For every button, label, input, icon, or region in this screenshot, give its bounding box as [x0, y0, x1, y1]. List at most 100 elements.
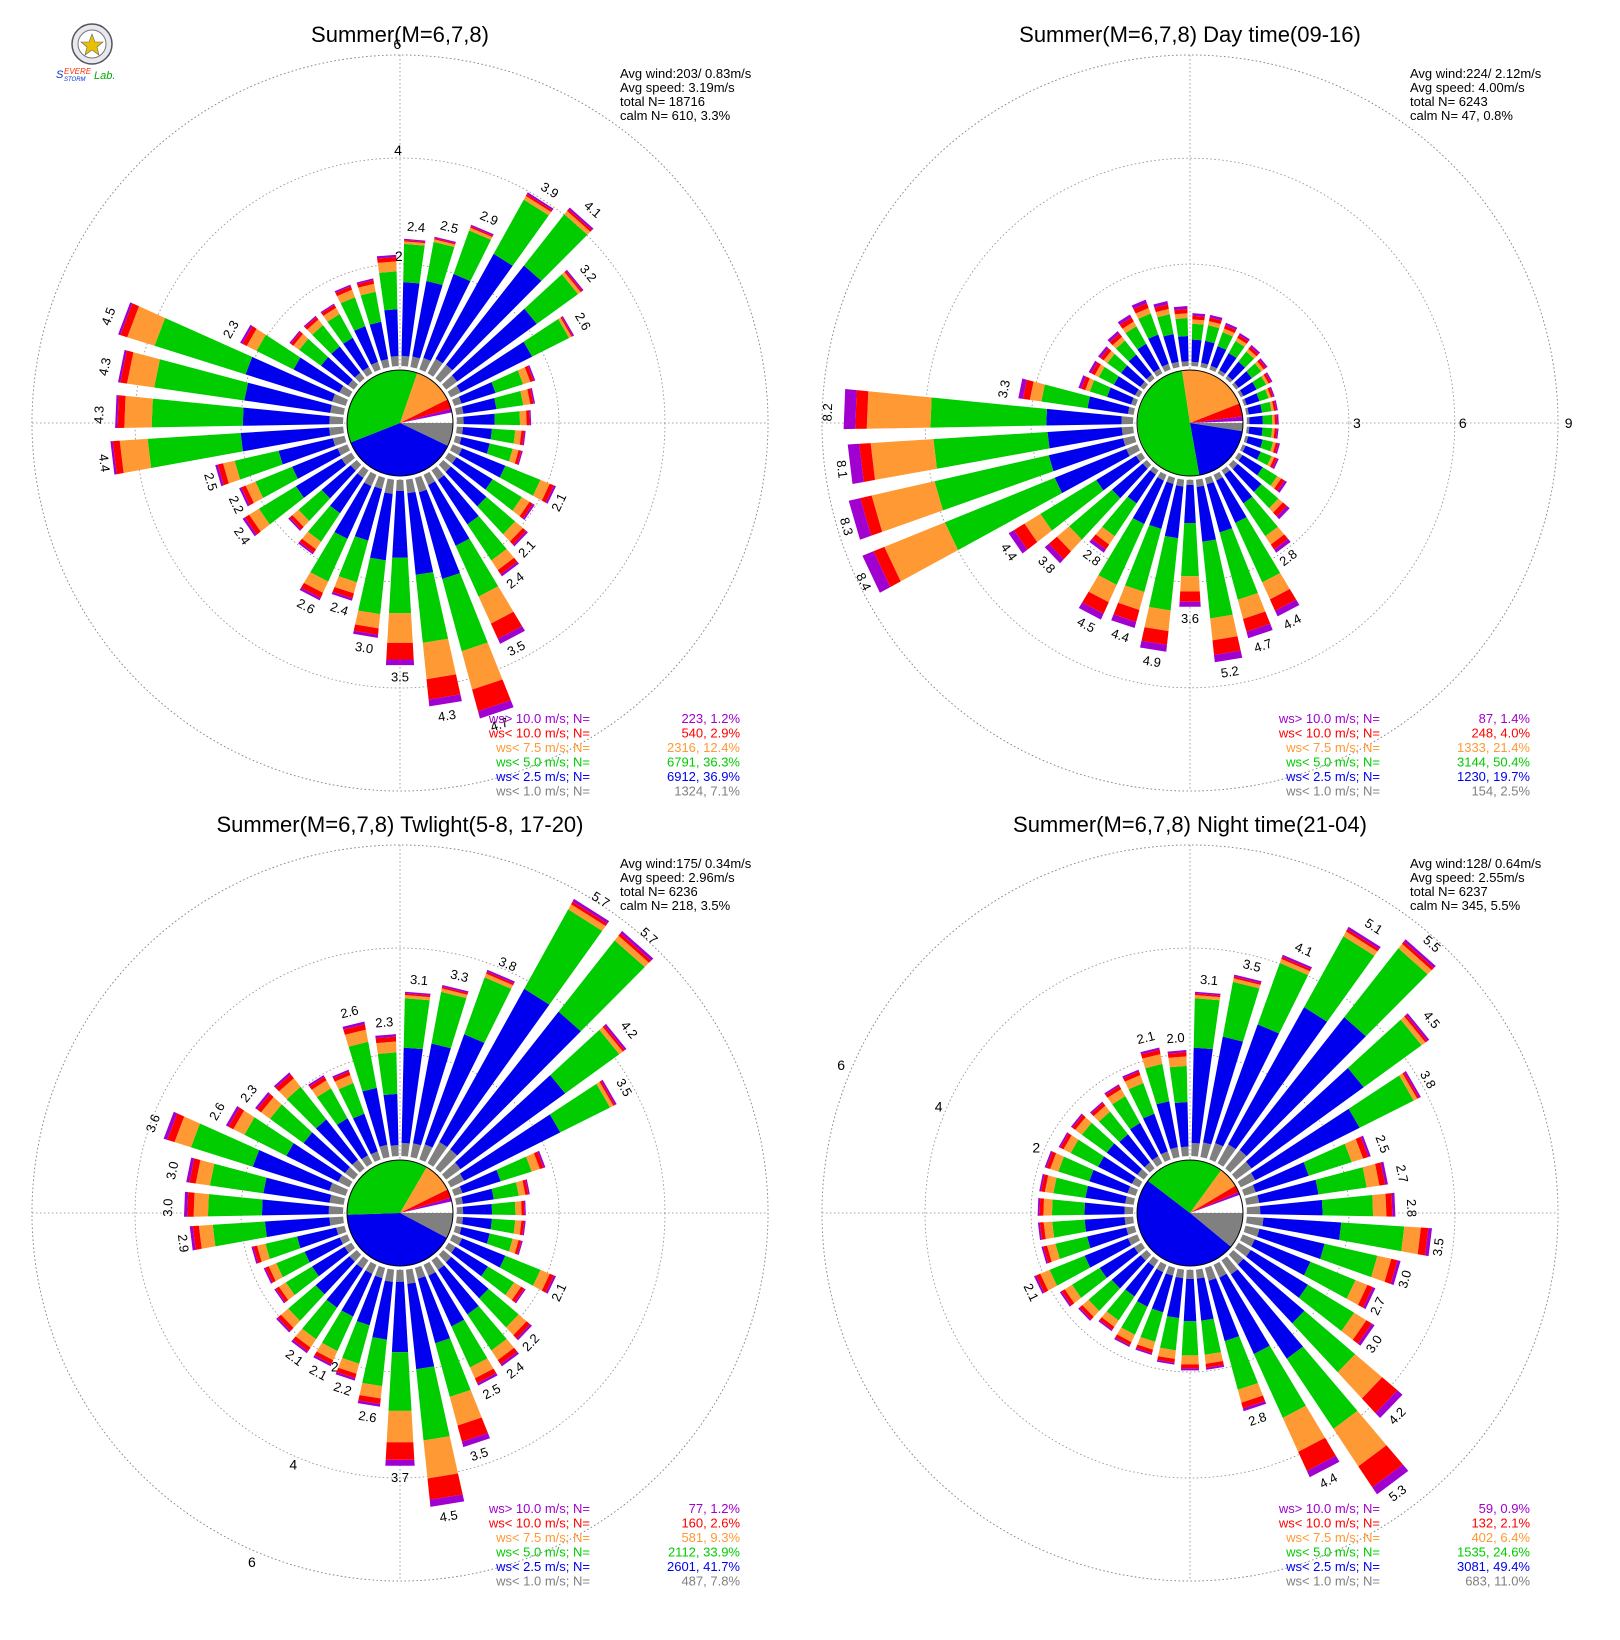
wind-bar-segment: [1260, 1200, 1323, 1216]
wind-bar-segment: [1212, 636, 1241, 655]
wind-bar-segment: [337, 289, 355, 304]
wind-bar-segment: [456, 426, 464, 435]
wind-bar-segment: [1112, 463, 1148, 499]
wind-bar-segment: [496, 1156, 532, 1182]
sector-total-label: 4.5: [98, 305, 118, 327]
wind-bar-segment: [490, 611, 523, 639]
wind-bar-segment: [1148, 334, 1169, 367]
wind-bar-segment: [1055, 1236, 1091, 1259]
wind-bar-segment: [525, 194, 553, 212]
wind-bar-segment: [1107, 331, 1120, 343]
wind-bar-segment: [1210, 346, 1227, 369]
wind-bar-segment: [1146, 374, 1155, 383]
wind-bar-segment: [1390, 1260, 1401, 1285]
wind-bar-segment: [1041, 384, 1090, 409]
wind-bar-segment: [1243, 611, 1271, 632]
wind-bar-segment: [242, 407, 330, 426]
legend-label: ws< 1.0 m/s; N=: [1285, 784, 1380, 799]
wind-bar-23: [1114, 1261, 1167, 1347]
wind-bar-segment: [1128, 354, 1152, 380]
wind-bar-segment: [301, 582, 323, 598]
chart-title: Summer(M=6,7,8): [311, 22, 489, 47]
wind-bar-segment: [1274, 414, 1278, 425]
wind-bar-segment: [401, 1142, 410, 1157]
wind-bar-segment: [265, 1266, 276, 1283]
wind-bar-segment: [1202, 539, 1233, 619]
wind-bar-7: 2.6: [447, 310, 594, 398]
wind-bar-segment: [330, 473, 364, 514]
wind-bar-segment: [212, 1221, 267, 1247]
wind-bar-segment: [1282, 1405, 1326, 1452]
wind-bar-segment: [292, 448, 341, 479]
wind-bar-segment: [1168, 1056, 1187, 1068]
wind-bar-segment: [1200, 1142, 1212, 1159]
wind-bar-24: [298, 466, 369, 555]
wind-bar-segment: [450, 1234, 463, 1246]
wind-bar-segment: [1117, 1327, 1135, 1343]
wind-bar-segment: [404, 995, 431, 1001]
wind-bar-segment: [870, 439, 937, 480]
wind-bar-34: [289, 330, 358, 390]
stats-line: calm N= 218, 3.5%: [620, 898, 731, 913]
wind-bar-segment: [1156, 1101, 1178, 1149]
wind-bar-segment: [1215, 1024, 1280, 1147]
wind-bar-segment: [1275, 443, 1280, 454]
sector-total-label: 2.3: [220, 318, 242, 341]
wind-bar-17: 4.4: [1213, 471, 1304, 632]
wind-bar-segment: [435, 364, 453, 383]
wind-bar-segment: [184, 1191, 189, 1217]
wind-bar-18: 2.8: [1204, 1265, 1268, 1429]
wind-bar-segment: [1195, 991, 1221, 996]
wind-bar-segment: [1022, 379, 1034, 400]
wind-bar-segment: [1121, 416, 1134, 425]
legend-value: 2601, 41.7%: [667, 1559, 740, 1574]
radial-tick-label: 6: [393, 36, 401, 52]
wind-bar-segment: [280, 1308, 300, 1328]
wind-bar-segment: [1298, 1284, 1355, 1332]
sector-total-label: 5.1: [1362, 915, 1385, 937]
wind-bar-segment: [438, 1250, 452, 1263]
wind-bar-segment: [1099, 1317, 1115, 1330]
wind-bar-segment: [341, 452, 355, 466]
wind-bar-segment: [862, 551, 891, 593]
wind-bar-segment: [1128, 1083, 1155, 1119]
stats-line: Avg speed: 4.00m/s: [1410, 80, 1525, 95]
wind-bar-segment: [274, 1288, 286, 1304]
wind-bar-segment: [375, 1265, 386, 1279]
wind-bar-segment: [110, 441, 117, 475]
wind-bar-segment: [519, 410, 527, 426]
wind-bar-segment: [1346, 1280, 1368, 1305]
wind-bar-23: 2.1: [307, 1261, 377, 1384]
sector-total-label: 2.5: [201, 471, 220, 493]
wind-bar-segment: [1085, 1185, 1127, 1204]
wind-bar-segment: [523, 319, 570, 357]
wind-bar-segment: [1347, 1019, 1422, 1088]
wind-bar-segment: [1245, 1195, 1260, 1205]
wind-bar-segment: [426, 241, 455, 285]
wind-bar-30: 3.0: [160, 1191, 344, 1217]
legend-label: ws< 1.0 m/s; N=: [495, 784, 590, 799]
lab-logo: S EVERE STORM Lab.: [50, 22, 150, 86]
radial-tick-label: 6: [248, 1554, 256, 1570]
wind-bar-segment: [545, 1275, 556, 1294]
wind-bar-segment: [1235, 452, 1243, 461]
wind-bar-segment: [1184, 485, 1196, 523]
wind-bar-segment: [1136, 452, 1145, 462]
sector-total-label: 2.3: [237, 1082, 260, 1105]
wind-bar-segment: [332, 1069, 350, 1079]
wind-bar-segment: [866, 391, 932, 429]
sector-total-label: 2.6: [294, 595, 317, 617]
wind-bar-segment: [1276, 414, 1279, 425]
wind-bar-segment: [354, 326, 378, 365]
wind-bar-segment: [307, 319, 323, 335]
wind-bar-segment: [1209, 365, 1218, 372]
wind-bar-segment: [516, 1324, 532, 1341]
wind-bar-segment: [451, 1246, 488, 1277]
pie-outline: [346, 1159, 454, 1267]
sector-total-label: 3.5: [391, 670, 409, 685]
sector-total-label: 3.8: [1417, 1068, 1439, 1091]
wind-bar-segment: [1238, 455, 1263, 476]
wind-bar-segment: [1181, 361, 1189, 367]
wind-bar-segment: [455, 1196, 463, 1205]
wind-bar-segment: [1270, 534, 1289, 550]
